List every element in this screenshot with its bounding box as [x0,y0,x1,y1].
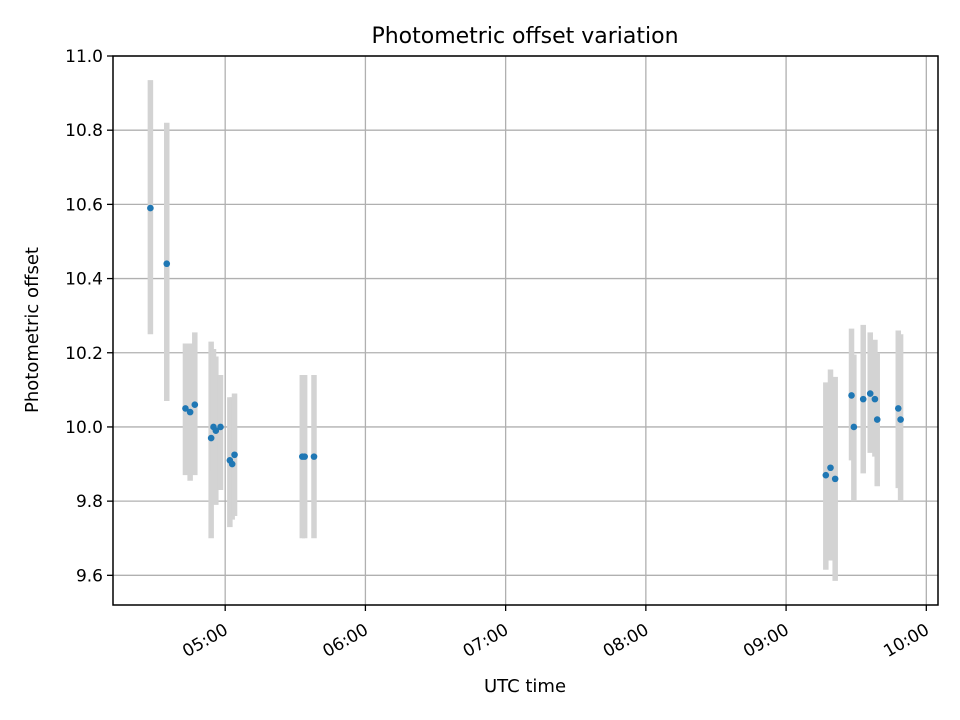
y-tick-label: 9.6 [76,566,103,586]
y-tick-label: 10.6 [65,195,103,215]
data-point [310,453,318,460]
data-point [147,204,154,212]
data-point [231,451,238,459]
y-tick-label: 10.4 [65,270,103,290]
data-point [859,395,867,403]
chart-title: Photometric offset variation [371,24,678,49]
data-point [301,453,308,460]
data-points [147,204,904,483]
x-tick-label: 07:00 [460,620,512,662]
plot-frame [112,55,939,606]
error-bars [147,80,904,581]
x-tick-label: 10:00 [880,620,932,662]
x-tick-label: 06:00 [319,620,371,662]
grid-lines [113,55,938,605]
data-point [894,405,902,412]
y-tick-label: 10.8 [65,121,103,141]
x-tick-label: 09:00 [740,620,792,662]
data-point [228,460,236,468]
x-tick-label: 05:00 [179,620,231,662]
data-point [827,464,834,472]
y-axis-label: Photometric offset [22,247,43,413]
y-tick-label: 10.2 [65,344,103,364]
data-point [897,416,904,423]
data-point [163,260,171,268]
y-tick-label: 9.8 [76,492,103,512]
data-point [866,390,874,397]
data-point [186,408,194,416]
y-tick-label: 10.0 [65,418,103,438]
data-point [848,392,855,399]
y-tick-label: 11.0 [65,47,103,67]
data-point [871,395,879,403]
data-point [212,427,220,434]
data-point [191,401,199,408]
data-point [873,416,881,423]
data-point [217,423,224,431]
x-axis-label: UTC time [484,676,566,697]
data-point [822,471,830,479]
data-point [831,475,839,483]
data-point [850,423,858,431]
data-point [182,405,189,412]
x-tick-label: 08:00 [600,620,652,662]
data-point [207,434,215,442]
